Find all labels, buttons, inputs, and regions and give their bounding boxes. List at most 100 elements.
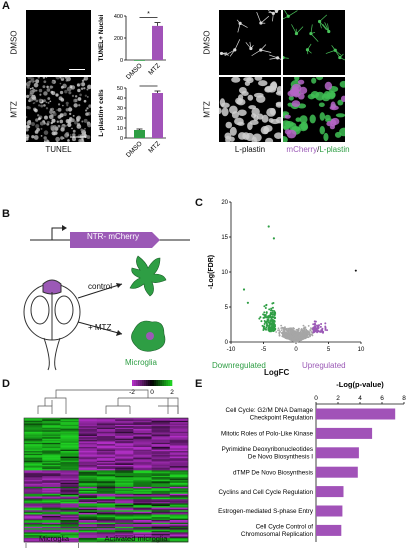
heatmap-cell bbox=[78, 532, 98, 535]
nucleus-speck bbox=[65, 124, 68, 127]
cell-body bbox=[269, 108, 276, 116]
heatmap-cell bbox=[78, 535, 98, 537]
point-down bbox=[262, 316, 265, 319]
nucleus-speck bbox=[80, 128, 84, 132]
heatmap-cell bbox=[42, 525, 61, 528]
heatmap-cell bbox=[60, 430, 79, 433]
point-ns bbox=[277, 329, 279, 332]
heatmap-cell bbox=[115, 462, 134, 464]
heatmap-cell bbox=[133, 506, 152, 508]
bar-mtz bbox=[152, 93, 163, 138]
cell-body bbox=[259, 48, 263, 52]
heatmap-cell bbox=[42, 422, 61, 424]
heatmap-cell bbox=[24, 492, 43, 495]
heatmap-cell bbox=[24, 533, 43, 536]
heatmap-cell bbox=[78, 456, 98, 459]
heatmap-cell bbox=[78, 510, 98, 512]
heatmap-cell bbox=[24, 511, 43, 514]
heatmap-cell bbox=[169, 455, 189, 457]
heatmap-cell bbox=[78, 423, 98, 426]
bar-dmso bbox=[134, 60, 145, 61]
right-row-label-dmso: DMSO bbox=[202, 30, 212, 55]
heatmap-cell bbox=[133, 537, 152, 540]
heatmap-cell bbox=[96, 521, 116, 524]
heatmap-cell bbox=[60, 506, 79, 508]
heatmap-cell bbox=[115, 519, 134, 522]
scale-swatch bbox=[132, 380, 135, 386]
cell-body bbox=[275, 56, 280, 60]
point-up bbox=[320, 322, 323, 325]
heatmap-cell bbox=[151, 429, 171, 431]
point-down bbox=[259, 316, 262, 319]
heatmap-cell bbox=[169, 511, 189, 514]
heatmap-cell bbox=[24, 507, 43, 510]
heatmap-cell bbox=[133, 540, 152, 543]
heatmap-cell bbox=[78, 419, 98, 422]
mtz-label: + MTZ bbox=[88, 323, 112, 332]
heatmap-cell bbox=[115, 500, 134, 503]
heatmap-cell bbox=[96, 533, 116, 536]
heatmap-cell bbox=[169, 456, 189, 459]
nucleus-speck bbox=[56, 120, 59, 123]
heatmap-cell bbox=[42, 460, 61, 463]
nucleus-speck bbox=[60, 136, 64, 140]
heatmap-cell bbox=[24, 452, 43, 455]
heatmap-cell bbox=[151, 442, 171, 445]
heatmap-cell bbox=[60, 455, 79, 457]
heatmap-cell bbox=[78, 427, 98, 430]
nucleus-speck bbox=[60, 85, 64, 89]
heatmap-cell bbox=[133, 493, 152, 496]
point-down bbox=[267, 315, 270, 318]
heatmap-cell bbox=[78, 457, 98, 460]
scale-bar bbox=[69, 69, 85, 70]
heatmap-cell bbox=[151, 471, 171, 474]
heatmap-cell bbox=[115, 478, 134, 481]
heatmap-cell bbox=[133, 491, 152, 493]
cell-body bbox=[339, 127, 345, 137]
heatmap-cell bbox=[115, 491, 134, 493]
nucleus-speck bbox=[59, 119, 64, 124]
heatmap-cell bbox=[96, 433, 116, 435]
heatmap-cell bbox=[60, 441, 79, 444]
heatmap-cell bbox=[169, 519, 189, 522]
nucleus-speck bbox=[67, 134, 70, 137]
nucleus-speck bbox=[45, 77, 48, 79]
nucleus-speck bbox=[45, 101, 48, 104]
heatmap-cell bbox=[96, 529, 116, 532]
cell-body bbox=[234, 117, 244, 126]
heatmap-cell bbox=[169, 431, 189, 434]
heatmap-cell bbox=[169, 528, 189, 530]
scale-swatch bbox=[158, 380, 161, 386]
nucleus-speck bbox=[38, 98, 43, 103]
heatmap-cell bbox=[151, 478, 171, 481]
point-ns bbox=[308, 333, 311, 335]
heatmap-cell bbox=[42, 486, 61, 489]
nucleus-speck bbox=[40, 127, 43, 130]
heatmap-cell bbox=[96, 496, 116, 499]
heatmap-cell bbox=[78, 504, 98, 507]
point-ns bbox=[301, 334, 304, 337]
heatmap-cell bbox=[24, 508, 43, 511]
heatmap-cell bbox=[42, 480, 61, 482]
heatmap-cell bbox=[115, 475, 134, 478]
heatmap-cell bbox=[78, 515, 98, 518]
heatmap-cell bbox=[133, 526, 152, 529]
heatmap-cell bbox=[96, 478, 116, 481]
heatmap-cell bbox=[60, 440, 79, 442]
heatmap-cell bbox=[96, 455, 116, 457]
heatmap-cell bbox=[133, 510, 152, 512]
scale-tick-label: 0 bbox=[150, 389, 154, 396]
heatmap-cell bbox=[78, 480, 98, 482]
heatmap-cell bbox=[78, 499, 98, 501]
heatmap-cell bbox=[96, 477, 116, 479]
heatmap-cell bbox=[133, 470, 152, 473]
heatmap-cell bbox=[78, 440, 98, 442]
pathway-label-line: De Novo Biosynthesis I bbox=[248, 453, 313, 460]
heatmap-cell bbox=[151, 514, 171, 517]
nucleus-speck bbox=[31, 135, 35, 139]
heatmap-cell bbox=[151, 477, 171, 479]
heatmap-cell bbox=[42, 426, 61, 428]
heatmap-cell bbox=[151, 424, 171, 427]
heatmap-cell bbox=[115, 459, 134, 462]
heatmap-cell bbox=[78, 491, 98, 493]
